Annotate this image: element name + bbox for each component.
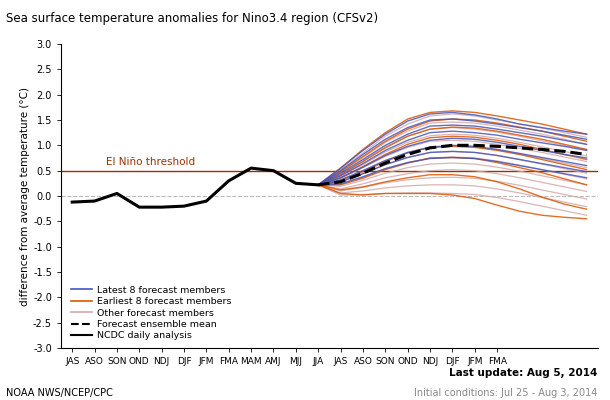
Text: Initial conditions: Jul 25 - Aug 3, 2014: Initial conditions: Jul 25 - Aug 3, 2014 [414, 388, 598, 398]
Text: Last update: Aug 5, 2014: Last update: Aug 5, 2014 [450, 368, 598, 378]
Text: Sea surface temperature anomalies for Nino3.4 region (CFSv2): Sea surface temperature anomalies for Ni… [6, 12, 378, 25]
Legend: Latest 8 forecast members, Earliest 8 forecast members, Other forecast members, : Latest 8 forecast members, Earliest 8 fo… [71, 286, 231, 340]
Y-axis label: difference from average temperature (°C): difference from average temperature (°C) [20, 86, 30, 306]
Text: El Niño threshold: El Niño threshold [106, 157, 195, 167]
Text: NOAA NWS/NCEP/CPC: NOAA NWS/NCEP/CPC [6, 388, 113, 398]
